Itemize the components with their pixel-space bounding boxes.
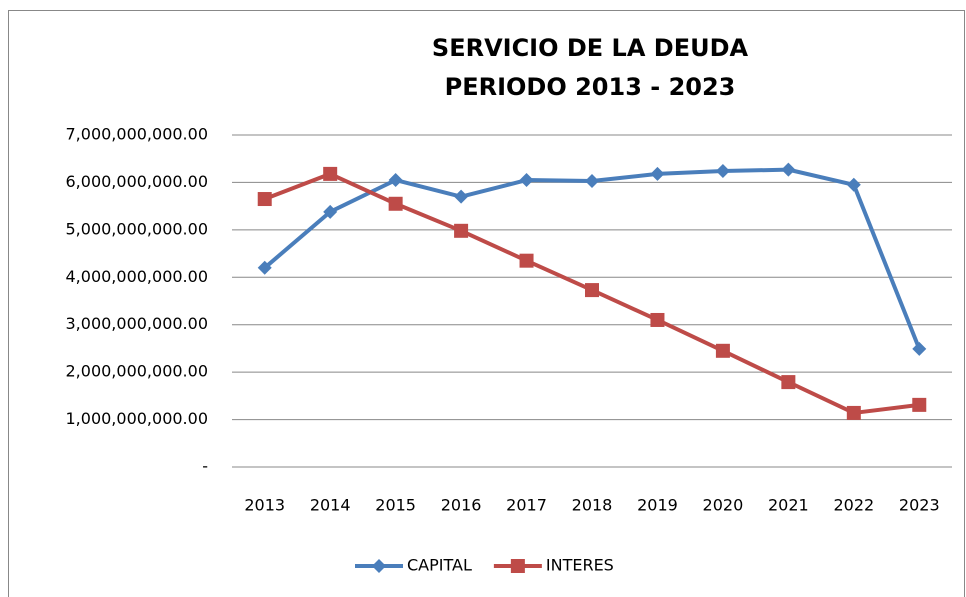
data-point — [585, 174, 599, 189]
chart-frame — [8, 10, 965, 597]
data-point — [454, 189, 469, 204]
x-tick-label: 2019 — [637, 496, 678, 515]
x-tick-label: 2014 — [310, 496, 351, 515]
data-point — [650, 312, 665, 327]
x-tick-label: 2017 — [506, 496, 547, 515]
y-tick-label: 6,000,000,000.00 — [66, 172, 209, 191]
data-point — [846, 405, 861, 420]
chart-title: SERVICIO DE LA DEUDA — [432, 34, 749, 62]
y-tick-label: 4,000,000,000.00 — [66, 267, 209, 286]
data-point — [781, 375, 796, 390]
data-point — [388, 196, 403, 211]
data-point — [257, 260, 272, 275]
data-point — [585, 283, 599, 298]
x-tick-label: 2023 — [899, 496, 940, 515]
data-point — [257, 192, 272, 207]
data-point — [715, 164, 730, 179]
data-point — [846, 177, 861, 192]
y-tick-label: 5,000,000,000.00 — [66, 219, 209, 238]
x-tick-label: 2013 — [244, 496, 285, 515]
data-point — [912, 341, 927, 356]
x-tick-label: 2015 — [375, 496, 416, 515]
data-point — [781, 162, 796, 177]
x-tick-label: 2016 — [441, 496, 482, 515]
data-point — [650, 166, 665, 181]
x-tick-label: 2018 — [572, 496, 613, 515]
legend-label: CAPITAL — [407, 556, 472, 575]
data-point — [912, 397, 927, 412]
legend-marker — [372, 559, 386, 573]
x-tick-label: 2022 — [833, 496, 874, 515]
data-point — [454, 223, 469, 238]
x-tick-label: 2020 — [703, 496, 744, 515]
chart-title: PERIODO 2013 - 2023 — [445, 73, 736, 101]
y-tick-label: 1,000,000,000.00 — [66, 409, 209, 428]
data-point — [519, 253, 534, 268]
data-point — [715, 343, 730, 358]
x-tick-label: 2021 — [768, 496, 809, 515]
data-point — [388, 173, 403, 188]
data-point — [323, 166, 338, 181]
legend-label: INTERES — [546, 556, 614, 575]
y-tick-label: - — [202, 457, 208, 476]
legend-marker — [510, 559, 525, 573]
y-tick-label: 7,000,000,000.00 — [66, 125, 209, 144]
data-point — [323, 204, 338, 219]
data-point — [519, 173, 534, 188]
y-tick-label: 3,000,000,000.00 — [66, 314, 209, 333]
y-tick-label: 2,000,000,000.00 — [66, 362, 209, 381]
